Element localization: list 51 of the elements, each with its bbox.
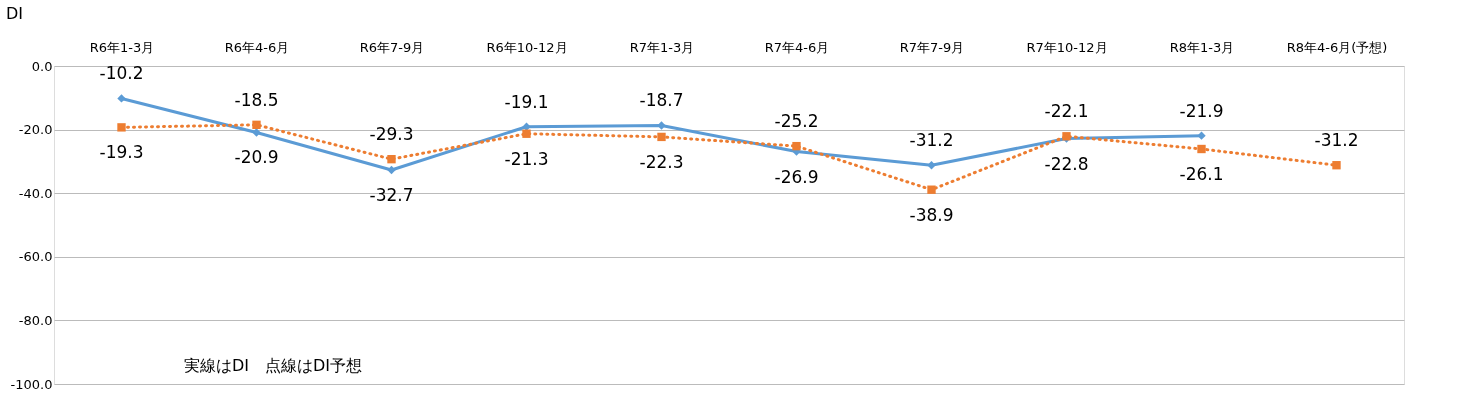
point [252, 120, 261, 130]
data-label: -21.9 [1179, 100, 1224, 121]
data-label: -19.3 [99, 142, 144, 163]
x-tick-label: R6年7-9月 [359, 39, 425, 55]
point [387, 154, 396, 164]
data-label: -26.9 [774, 166, 819, 187]
point [252, 128, 261, 137]
y-tick-label: 0.0 [31, 58, 53, 74]
data-label: -32.7 [369, 184, 414, 205]
y-tick-label: -40.0 [18, 185, 53, 201]
point [927, 185, 936, 194]
point [1197, 144, 1206, 154]
data-label: -19.1 [504, 91, 549, 112]
data-label: -38.9 [909, 204, 954, 225]
x-tick-label: R7年4-6月 [764, 39, 830, 55]
data-label: -18.7 [639, 90, 684, 111]
data-label: -22.3 [639, 151, 684, 172]
point [657, 132, 666, 142]
data-label: -22.8 [1044, 153, 1089, 174]
point [792, 141, 801, 151]
data-label: -21.3 [504, 148, 549, 169]
y-tick-label: -60.0 [18, 249, 53, 265]
y-axis-title: DI [5, 3, 24, 23]
x-tick-label: R7年10-12月 [1026, 39, 1108, 55]
point [522, 129, 531, 138]
x-tick-label: R7年7-9月 [899, 39, 965, 55]
data-label: -20.9 [234, 147, 279, 168]
x-tick-label: R6年4-6月 [224, 39, 290, 55]
point [387, 165, 396, 175]
data-label: -26.1 [1179, 164, 1224, 184]
x-tick-label: R6年1-3月 [89, 39, 155, 55]
x-tick-label: R7年1-3月 [629, 39, 695, 55]
data-label: -31.2 [1314, 130, 1359, 151]
point [927, 161, 936, 170]
point [117, 123, 126, 132]
data-label: -25.2 [774, 111, 819, 132]
data-label: -18.5 [234, 89, 279, 110]
data-label: -31.2 [909, 130, 954, 151]
y-tick-label: -100.0 [10, 376, 53, 392]
x-tick-label: R6年10-12月 [486, 39, 568, 55]
data-label: -29.3 [369, 124, 414, 145]
data-label: -22.1 [1044, 101, 1089, 122]
data-label: -10.2 [99, 63, 144, 84]
x-tick-label: R8年1-3月 [1169, 39, 1235, 55]
annotation: 実線はDI 点線はDI予想 [184, 356, 363, 375]
point [1332, 161, 1341, 170]
point [117, 94, 126, 103]
y-tick-label: -20.0 [18, 122, 53, 138]
point [1197, 131, 1206, 140]
x-tick-label: R8年4-6月(予想) [1286, 39, 1388, 55]
y-tick-label: -80.0 [18, 312, 53, 328]
